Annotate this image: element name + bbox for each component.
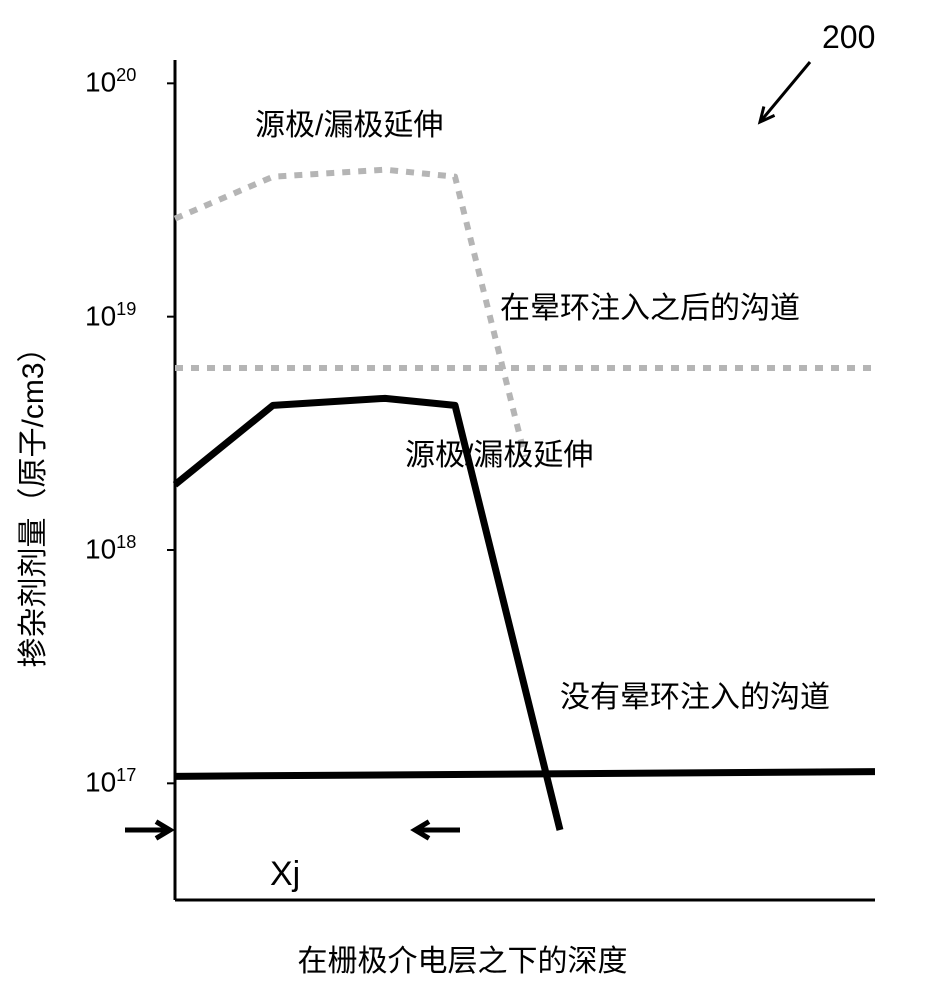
label-sde-lower: 源极/漏极延伸 (405, 430, 593, 474)
ytick-19: 1019 (85, 299, 136, 332)
ytick-18: 1018 (85, 532, 136, 565)
chart-container: 200 掺杂剂剂量（原子/cm3） 在栅极介电层之下的深度 Xj 1017101… (0, 0, 925, 1000)
label-sde-upper: 源极/漏极延伸 (255, 100, 443, 144)
label-channel-after-halo: 在晕环注入之后的沟道 (500, 283, 800, 327)
figure-arrow (760, 62, 810, 122)
xj-label: Xj (270, 855, 300, 894)
label-channel-no-halo: 没有晕环注入的沟道 (560, 672, 830, 716)
ytick-17: 1017 (85, 765, 136, 798)
series-channel-no-halo (175, 772, 875, 777)
plot-area (0, 0, 925, 1000)
ytick-20: 1020 (85, 65, 136, 98)
series-sde-upper (175, 170, 525, 457)
